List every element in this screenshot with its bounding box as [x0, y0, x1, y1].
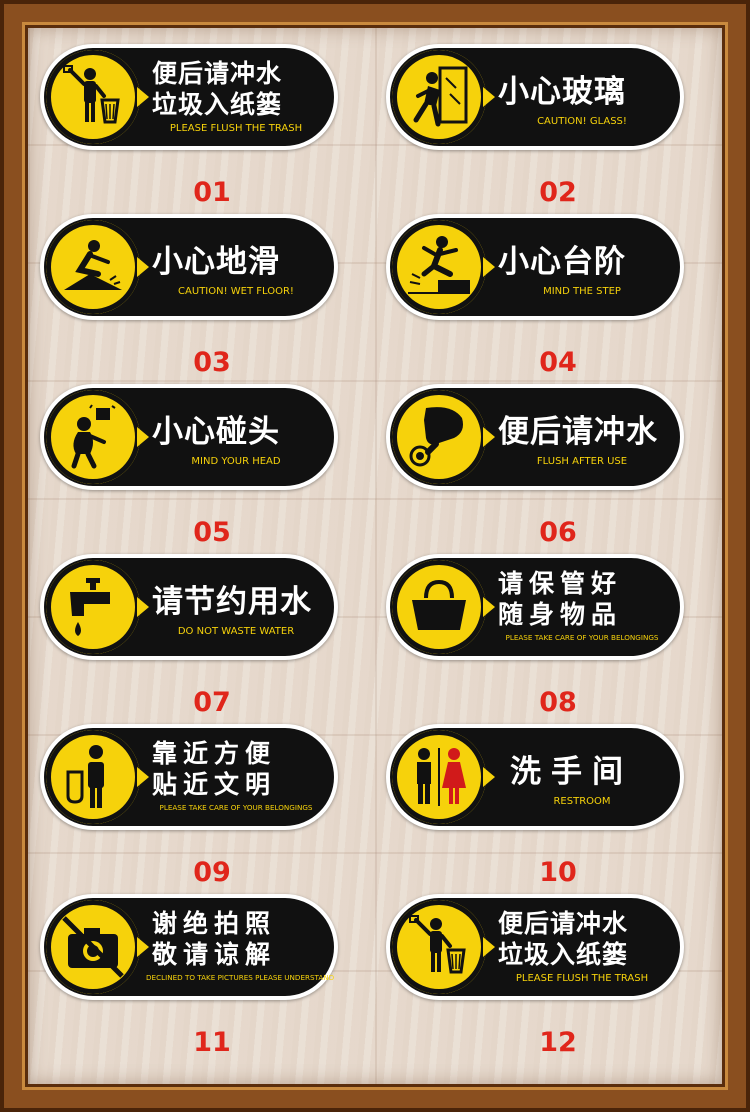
- sign-arrow-icon: [483, 427, 495, 447]
- sign-text-zh: 随身物品: [498, 600, 623, 629]
- sign-text-zh: 靠近方便: [152, 739, 277, 768]
- sign-number: 06: [539, 517, 577, 548]
- sign-04: 小心台阶 MIND THE STEP: [386, 214, 684, 320]
- sign-text-en: PLEASE TAKE CARE OF YOUR BELONGINGS: [505, 633, 659, 642]
- step-icon: [408, 236, 470, 294]
- sign-text-en: CAUTION! WET FLOOR!: [178, 286, 294, 297]
- sign-10: 洗手间 RESTROOM: [386, 724, 684, 830]
- sign-number: 02: [539, 177, 577, 208]
- sign-text-zh: 请节约用水: [152, 584, 312, 620]
- sign-number: 07: [193, 687, 231, 718]
- sign-11: 谢绝拍照 敬请谅解 DECLINED TO TAKE PICTURES PLEASE…: [40, 894, 338, 1000]
- sign-number: 10: [539, 857, 577, 888]
- sign-03: 小心地滑 CAUTION! WET FLOOR!: [40, 214, 338, 320]
- sign-07: 请节约用水 DO NOT WASTE WATER: [40, 554, 338, 660]
- sign-06: 便后请冲水 FLUSH AFTER USE: [386, 384, 684, 490]
- sign-text-zh: 便后请冲水: [152, 59, 283, 88]
- sign-text-zh: 小心地滑: [152, 244, 280, 280]
- sign-text-zh: 小心玻璃: [498, 74, 626, 110]
- head-bump-icon: [71, 404, 116, 469]
- trash-person-icon: [409, 915, 466, 974]
- no-camera-icon: [62, 916, 124, 978]
- sign-number: 05: [193, 517, 231, 548]
- sign-icon-circle: [46, 560, 140, 654]
- sign-text-zh: 敬请谅解: [152, 940, 277, 969]
- sign-text-zh: 垃圾入纸篓: [498, 940, 629, 969]
- sign-text-en: DECLINED TO TAKE PICTURES PLEASE UNDERST…: [146, 973, 335, 982]
- handbag-icon: [412, 579, 466, 630]
- sign-text-en: PLEASE FLUSH THE TRASH: [169, 123, 303, 134]
- sign-number: 01: [193, 177, 231, 208]
- sign-text-en: PLEASE TAKE CARE OF YOUR BELONGINGS: [159, 803, 313, 812]
- slip-icon: [64, 240, 122, 290]
- sign-arrow-icon: [483, 767, 495, 787]
- sign-text-zh: 便后请冲水: [498, 909, 629, 938]
- sign-text-zh: 请保管好: [498, 569, 623, 598]
- sign-number: 11: [193, 1027, 231, 1058]
- urinal-icon: [66, 745, 104, 808]
- sign-arrow-icon: [137, 767, 149, 787]
- sign-arrow-icon: [483, 87, 495, 107]
- sign-text-zh: 垃圾入纸篓: [152, 90, 283, 119]
- sign-text-zh: 贴近文明: [152, 770, 277, 799]
- sign-text-en: FLUSH AFTER USE: [536, 456, 628, 467]
- sign-number: 08: [539, 687, 577, 718]
- sign-text-zh: 小心碰头: [152, 414, 280, 450]
- sign-08: 请保管好 随身物品 PLEASE TAKE CARE OF YOUR BELONGI…: [386, 554, 684, 660]
- sign-12: 便后请冲水 垃圾入纸篓 PLEASE FLUSH THE TRASH: [386, 894, 684, 1000]
- sign-arrow-icon: [137, 257, 149, 277]
- sign-05: 小心碰头 MIND YOUR HEAD: [40, 384, 338, 490]
- sign-icon-circle: [46, 220, 140, 314]
- sign-text-en: RESTROOM: [553, 796, 611, 807]
- sign-arrow-icon: [483, 937, 495, 957]
- sign-09: 靠近方便 贴近文明 PLEASE TAKE CARE OF YOUR BELONGI…: [40, 724, 338, 830]
- sign-text-zh: 洗手间: [510, 754, 633, 790]
- sign-arrow-icon: [137, 427, 149, 447]
- sign-text-en: DO NOT WASTE WATER: [177, 626, 295, 637]
- sign-text-en: PLEASE FLUSH THE TRASH: [515, 973, 649, 984]
- sign-01: 便后请冲水 垃圾入纸篓 PLEASE FLUSH THE TRASH: [40, 44, 338, 150]
- sign-text-en: CAUTION! GLASS!: [537, 116, 627, 127]
- sign-text-zh: 小心台阶: [498, 244, 626, 280]
- restroom-icon: [417, 748, 466, 806]
- sign-number: 09: [193, 857, 231, 888]
- sign-arrow-icon: [137, 87, 149, 107]
- sign-text-en: MIND THE STEP: [543, 286, 621, 297]
- sign-number: 04: [539, 347, 577, 378]
- sign-arrow-icon: [483, 257, 495, 277]
- trash-person-icon: [63, 65, 120, 124]
- sign-number: 12: [539, 1027, 577, 1058]
- sign-arrow-icon: [483, 597, 495, 617]
- sign-text-en: MIND YOUR HEAD: [191, 456, 281, 467]
- flush-button-icon: [409, 407, 463, 467]
- sign-number: 03: [193, 347, 231, 378]
- sign-arrow-icon: [137, 597, 149, 617]
- glass-warning-icon: [413, 66, 468, 127]
- sign-02: 小心玻璃 CAUTION! GLASS!: [386, 44, 684, 150]
- faucet-icon: [70, 578, 110, 636]
- sign-text-zh: 便后请冲水: [498, 414, 658, 450]
- sign-arrow-icon: [137, 937, 149, 957]
- sign-text-zh: 谢绝拍照: [152, 909, 277, 938]
